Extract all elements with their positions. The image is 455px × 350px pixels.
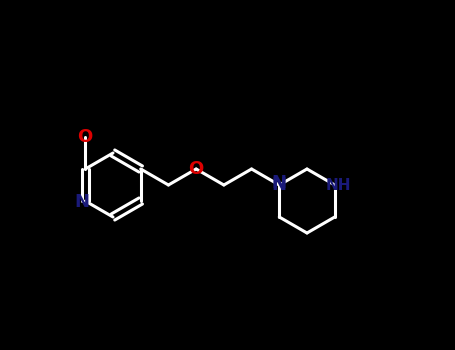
Text: N: N [272, 176, 287, 194]
Text: NH: NH [326, 177, 351, 192]
Text: O: O [188, 160, 204, 178]
Text: N: N [75, 193, 90, 211]
Text: O: O [76, 128, 92, 146]
Text: N: N [272, 174, 287, 192]
